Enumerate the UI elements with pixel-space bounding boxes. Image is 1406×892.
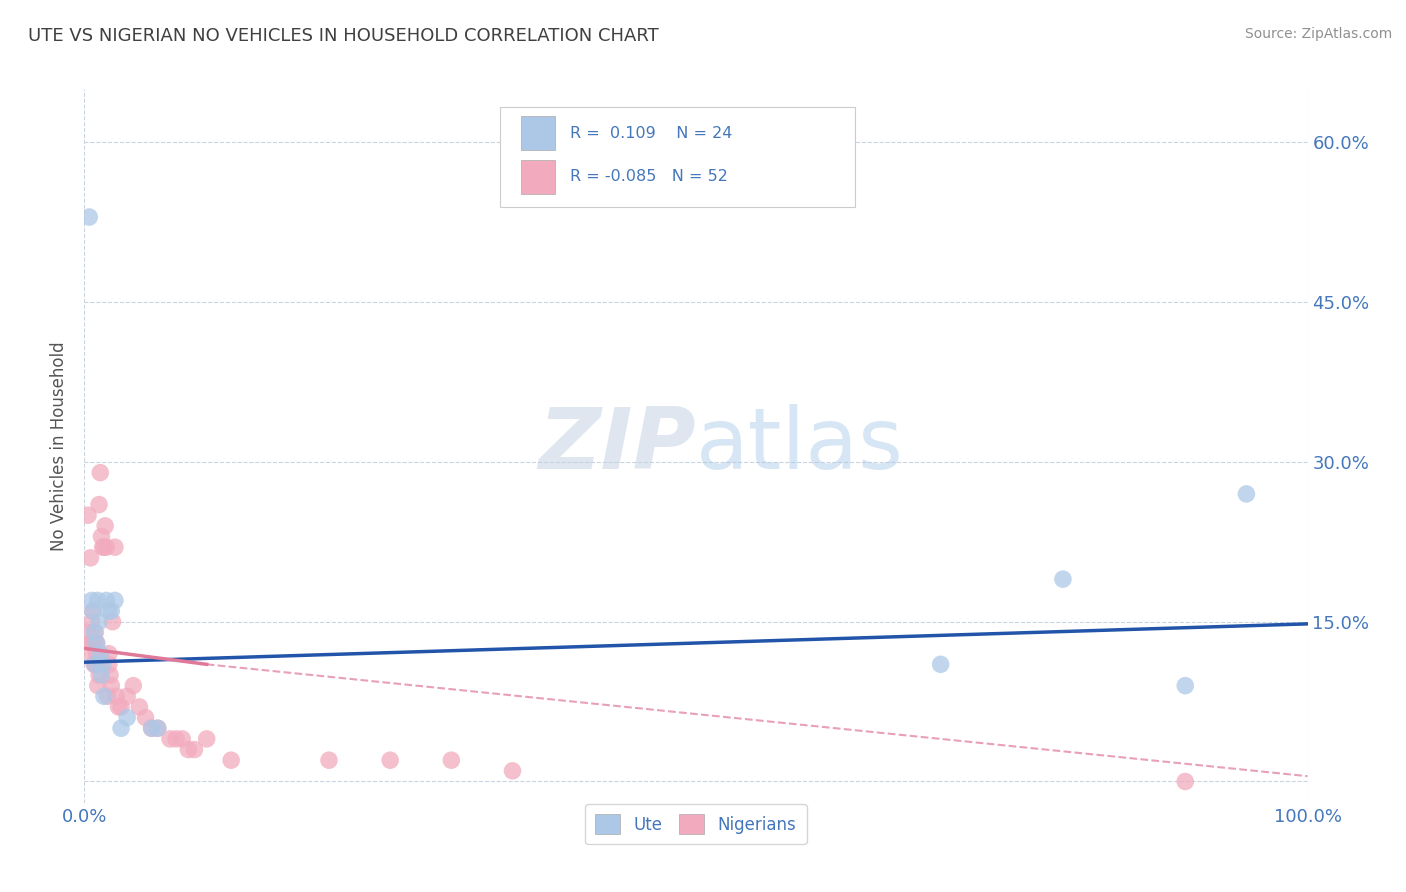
Point [77, 210, 100, 224]
Point [380, 753, 402, 767]
Point [93, 540, 115, 554]
Y-axis label: No Vehicles in Household: No Vehicles in Household [51, 341, 69, 551]
Point [1236, 487, 1258, 501]
Point [84, 657, 107, 672]
Point [159, 731, 181, 746]
Point [97, 647, 120, 661]
Point [1174, 774, 1197, 789]
Point [96, 593, 118, 607]
Point [128, 700, 150, 714]
Point [318, 753, 340, 767]
Point [219, 753, 242, 767]
Point [83, 625, 105, 640]
Point [77, 625, 100, 640]
Point [97, 657, 120, 672]
Point [97, 604, 120, 618]
Point [90, 529, 112, 543]
Point [122, 679, 145, 693]
Point [87, 615, 110, 629]
Point [89, 647, 111, 661]
Point [100, 679, 122, 693]
Point [929, 657, 952, 672]
Point [97, 690, 120, 704]
Point [83, 636, 105, 650]
Point [115, 710, 138, 724]
Point [77, 508, 100, 523]
Point [80, 615, 103, 629]
Point [86, 647, 108, 661]
Point [135, 710, 157, 724]
Point [440, 753, 463, 767]
Point [101, 615, 124, 629]
Point [87, 679, 110, 693]
Point [84, 657, 107, 672]
Point [87, 657, 110, 672]
Point [146, 721, 169, 735]
Text: ZIP: ZIP [538, 404, 696, 488]
Legend: Ute, Nigerians: Ute, Nigerians [585, 804, 807, 845]
Point [87, 498, 110, 512]
Point [82, 636, 104, 650]
Point [502, 764, 524, 778]
Point [82, 604, 104, 618]
Point [84, 625, 107, 640]
Point [107, 700, 129, 714]
Point [110, 721, 132, 735]
Point [80, 593, 103, 607]
Point [96, 540, 118, 554]
Point [146, 721, 169, 735]
Point [141, 721, 163, 735]
Point [115, 690, 138, 704]
Text: R = -0.085   N = 52: R = -0.085 N = 52 [569, 169, 728, 185]
Point [93, 690, 115, 704]
Point [91, 657, 114, 672]
Point [183, 742, 205, 756]
Text: atlas: atlas [696, 404, 904, 488]
Point [177, 742, 200, 756]
Point [82, 604, 104, 618]
Point [86, 636, 108, 650]
Point [104, 540, 127, 554]
Point [105, 690, 128, 704]
Point [91, 540, 114, 554]
Point [1174, 679, 1197, 693]
Point [172, 731, 194, 746]
Point [195, 731, 218, 746]
Point [90, 668, 112, 682]
Point [100, 604, 122, 618]
Bar [522, 116, 555, 151]
Point [87, 593, 110, 607]
Point [104, 593, 127, 607]
Point [89, 466, 111, 480]
Text: R =  0.109    N = 24: R = 0.109 N = 24 [569, 126, 733, 141]
Point [94, 519, 117, 533]
Point [165, 731, 187, 746]
Text: Source: ZipAtlas.com: Source: ZipAtlas.com [1244, 27, 1392, 41]
Point [83, 657, 105, 672]
Point [80, 647, 103, 661]
Text: UTE VS NIGERIAN NO VEHICLES IN HOUSEHOLD CORRELATION CHART: UTE VS NIGERIAN NO VEHICLES IN HOUSEHOLD… [28, 27, 659, 45]
Point [79, 636, 101, 650]
Point [79, 550, 101, 565]
Point [141, 721, 163, 735]
Point [110, 700, 132, 714]
Point [87, 668, 110, 682]
Point [86, 636, 108, 650]
FancyBboxPatch shape [501, 107, 855, 207]
Point [1052, 572, 1074, 586]
Point [98, 668, 121, 682]
Bar [522, 160, 555, 194]
